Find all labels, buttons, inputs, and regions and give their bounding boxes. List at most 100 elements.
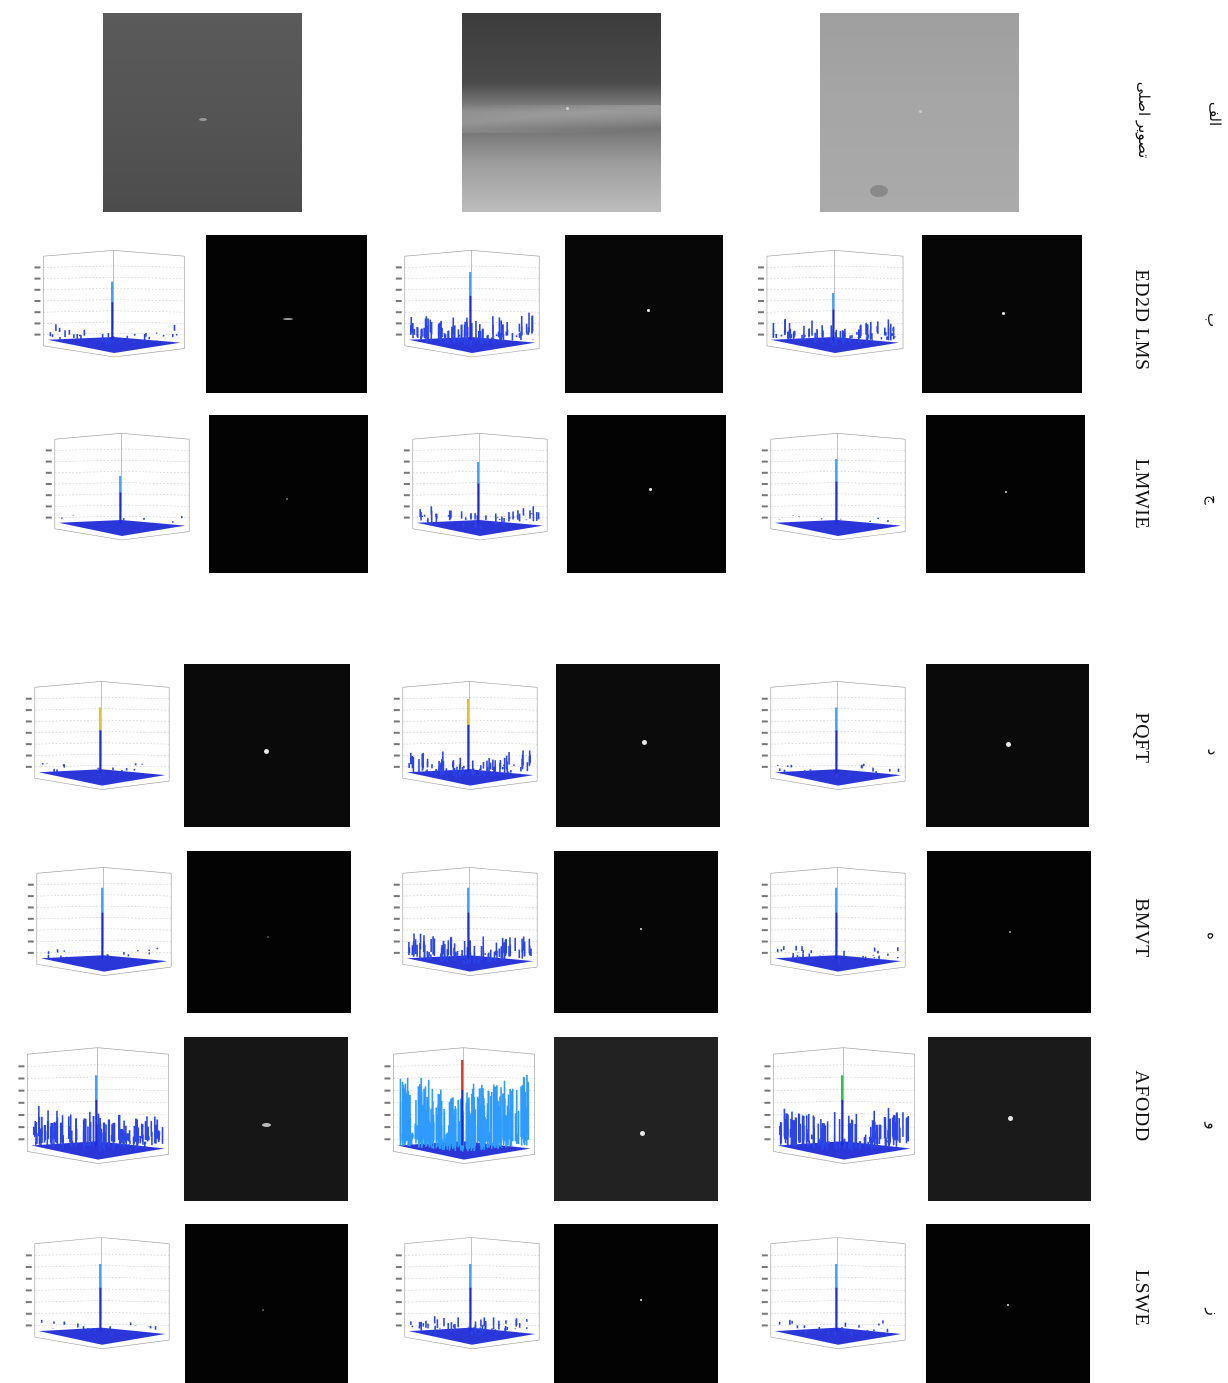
tick-mark: [25, 1312, 32, 1315]
surface-plot-svg: [34, 250, 185, 358]
surface-plot-lswe-2: [392, 1232, 552, 1378]
grid-line: [479, 515, 548, 518]
axis-line: [402, 867, 470, 874]
surface-base: [406, 769, 534, 786]
result-image-ed2d-1: [206, 235, 367, 393]
tick-mark: [393, 709, 400, 712]
grid-line: [402, 719, 470, 722]
axis-line: [43, 345, 115, 358]
surface-plot-svg: [761, 1237, 906, 1350]
grid-line: [113, 265, 185, 268]
grid-line: [770, 1253, 838, 1256]
grid-line: [463, 1101, 535, 1104]
grid-line: [834, 288, 904, 291]
grid-line: [34, 697, 102, 699]
grid-line: [837, 1253, 906, 1256]
grid-line: [101, 731, 170, 734]
grid-line: [479, 471, 548, 474]
axis-line: [27, 1151, 99, 1164]
axis-line: [837, 867, 906, 874]
surface-plot-svg: [25, 1237, 170, 1350]
axis-line: [101, 681, 170, 688]
tick-mark: [761, 720, 768, 723]
grid-line: [766, 299, 835, 302]
grid-line: [34, 742, 102, 745]
target-point: [640, 1299, 642, 1301]
target-point: [1002, 312, 1005, 315]
axis-line: [469, 867, 538, 874]
grid-line: [101, 742, 170, 745]
tick-mark: [761, 1289, 768, 1292]
grid-line: [113, 332, 185, 335]
target-point: [647, 309, 650, 312]
tick-mark: [395, 1254, 402, 1257]
axis-line: [404, 345, 473, 358]
target-point: [1005, 491, 1007, 493]
axis-line: [773, 1047, 844, 1055]
tick-mark: [384, 1138, 391, 1141]
grid-line: [97, 1088, 169, 1091]
tick-mark: [25, 1301, 32, 1304]
result-image-lmwie-1: [209, 415, 368, 573]
tick-mark: [403, 449, 410, 452]
axis-line: [766, 345, 836, 358]
row-letter-vav: و: [1204, 1122, 1222, 1130]
axis-line: [412, 433, 480, 440]
grid-line: [121, 504, 190, 507]
grid-line: [412, 459, 480, 462]
surface-base: [408, 1327, 536, 1345]
grid-line: [479, 504, 548, 507]
grid-line: [103, 905, 172, 908]
tick-mark: [25, 709, 32, 712]
tick-mark: [761, 483, 768, 485]
grid-line: [837, 917, 906, 920]
axis-line: [393, 1047, 464, 1055]
grid-line: [402, 894, 470, 897]
result-image-ed2d-2: [565, 235, 723, 393]
target-point: [1009, 931, 1011, 933]
tick-mark: [761, 449, 768, 452]
tick-mark: [384, 1089, 391, 1092]
surface-plot-svg: [395, 1237, 540, 1350]
tick-mark: [25, 731, 32, 734]
tick-mark: [45, 449, 52, 452]
tick-mark: [757, 311, 764, 314]
grid-line: [34, 1288, 102, 1291]
target-point: [264, 749, 269, 754]
grid-line: [43, 288, 114, 291]
grid-line: [27, 1113, 98, 1116]
tick-mark: [395, 311, 402, 314]
grid-line: [113, 321, 185, 324]
grid-line: [773, 1064, 844, 1067]
grid-line: [43, 276, 114, 279]
grid-line: [404, 276, 472, 279]
grid-line: [834, 321, 904, 324]
grid-line: [837, 731, 906, 734]
grid-line: [469, 731, 538, 734]
tick-mark: [761, 1277, 768, 1280]
surface-plot-ed2d-1: [30, 245, 198, 385]
grid-line: [837, 742, 906, 745]
grid-line: [837, 928, 906, 931]
tick-mark: [34, 266, 41, 269]
tick-mark: [393, 906, 400, 909]
grid-line: [402, 928, 470, 931]
tick-mark: [384, 1126, 391, 1129]
grid-line: [834, 299, 904, 302]
grid-line: [837, 1265, 906, 1268]
tick-mark: [395, 1324, 402, 1327]
result-image-lmwie-2: [567, 415, 726, 573]
grid-line: [27, 1076, 98, 1079]
grid-line: [837, 448, 906, 451]
result-image-pqft-2: [556, 664, 720, 827]
result-image-lswe-3: [926, 1224, 1090, 1383]
tick-mark: [764, 1126, 771, 1129]
result-image-bmvt-2: [554, 851, 718, 1013]
axis-line: [837, 1339, 906, 1350]
tick-mark: [27, 917, 34, 920]
axis-line: [36, 963, 105, 976]
grid-line: [103, 883, 172, 885]
grid-line: [479, 493, 548, 496]
tick-mark: [757, 300, 764, 302]
grid-line: [837, 1312, 906, 1315]
